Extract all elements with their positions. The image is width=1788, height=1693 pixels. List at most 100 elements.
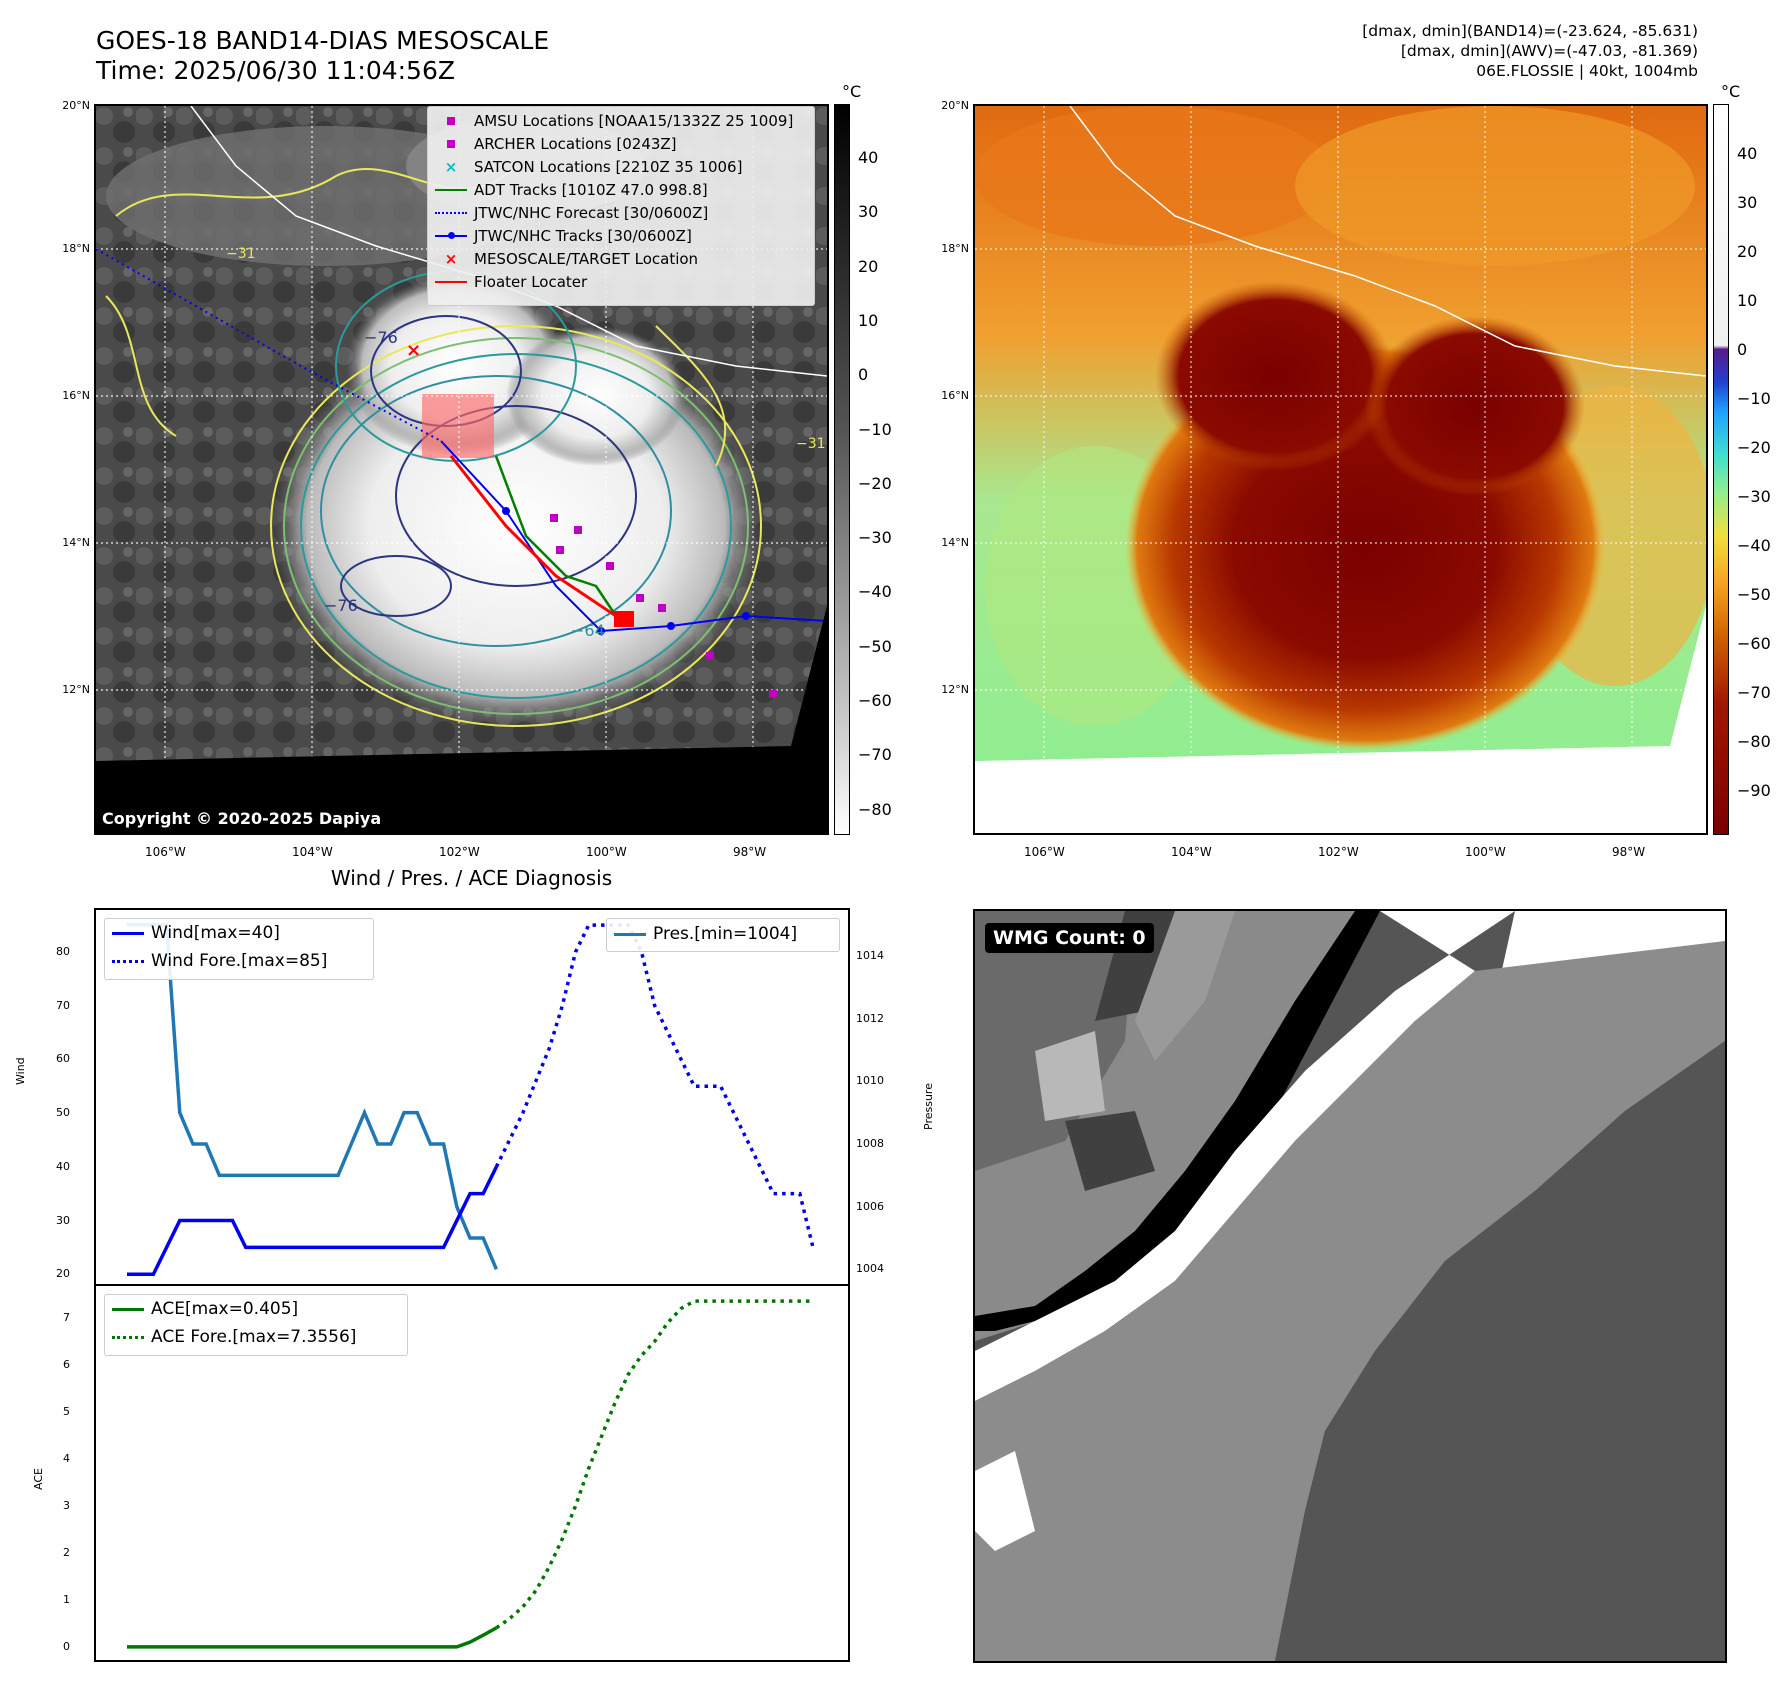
legend-wind-fore-label: Wind Fore.[max=85] bbox=[151, 951, 328, 971]
colorbar-tick: 20 bbox=[858, 256, 879, 276]
colorbar-tick: −30 bbox=[858, 528, 892, 548]
colorbar-awv bbox=[1713, 104, 1729, 835]
pressure-tick-label: 1004 bbox=[856, 1262, 884, 1276]
legend-row-floater: Floater Locater bbox=[428, 270, 814, 293]
wmg-count-label: WMG Count: 0 bbox=[985, 923, 1154, 953]
lon-label: 100°W bbox=[1465, 845, 1506, 859]
legend-pres-label: Pres.[min=1004] bbox=[653, 924, 798, 944]
colorbar-unit: °C bbox=[842, 82, 862, 101]
lat-label: 12°N bbox=[941, 683, 969, 696]
page-time: Time: 2025/06/30 11:04:56Z bbox=[96, 56, 455, 85]
ace-tick-label: 1 bbox=[63, 1592, 70, 1606]
awv-map-panel bbox=[973, 104, 1708, 835]
pressure-tick-label: 1012 bbox=[856, 1011, 884, 1025]
legend-label: ARCHER Locations [0243Z] bbox=[474, 134, 677, 153]
colorbar-tick: −20 bbox=[858, 473, 892, 493]
lat-label: 14°N bbox=[941, 536, 969, 549]
pressure-tick-label: 1014 bbox=[856, 949, 884, 962]
wind-tick-label: 40 bbox=[56, 1159, 70, 1173]
pressure-tick-label: 1010 bbox=[856, 1074, 884, 1088]
copyright-text: Copyright © 2020-2025 Dapiya bbox=[98, 808, 386, 829]
meta-awv: [dmax, dmin](AWV)=(-47.03, -81.369) bbox=[1400, 42, 1698, 60]
wind-tick-label: 20 bbox=[56, 1267, 70, 1281]
wind-tick-label: 30 bbox=[56, 1213, 70, 1227]
map-legend: AMSU Locations [NOAA15/1332Z 25 1009] AR… bbox=[427, 106, 815, 306]
colorbar-tick: −60 bbox=[858, 691, 892, 710]
colorbar-tick: −10 bbox=[858, 419, 892, 439]
pressure-tick-label: 1008 bbox=[856, 1137, 884, 1150]
colorbar-awv-tick: −50 bbox=[1737, 585, 1771, 604]
colorbar-awv-tick: −80 bbox=[1737, 732, 1771, 751]
colorbar-tick: 0 bbox=[858, 365, 869, 385]
lon-label: 98°W bbox=[733, 845, 767, 859]
colorbar-awv-tick: −30 bbox=[1737, 487, 1771, 506]
colorbar-awv-tick: 0 bbox=[1737, 340, 1748, 359]
lon-label: 98°W bbox=[1612, 845, 1646, 859]
ace-tick-label: 0 bbox=[63, 1639, 70, 1653]
wmg-panel: WMG Count: 0 bbox=[973, 909, 1727, 1663]
diagnosis-title: Wind / Pres. / ACE Diagnosis bbox=[330, 866, 613, 890]
meta-band14: [dmax, dmin](BAND14)=(-23.624, -85.631) bbox=[1362, 22, 1698, 40]
ace-tick-label: 6 bbox=[63, 1357, 70, 1371]
lon-label: 106°W bbox=[1024, 845, 1065, 859]
ace-tick-label: 3 bbox=[63, 1498, 70, 1512]
ace-series-line bbox=[127, 1626, 498, 1649]
lat-label: 18°N bbox=[941, 242, 969, 255]
lat-label: 12°N bbox=[62, 683, 90, 696]
legend-label: JTWC/NHC Tracks [30/0600Z] bbox=[474, 226, 692, 245]
pressure-tick-label: 1006 bbox=[856, 1199, 884, 1213]
contour-label: −64 bbox=[571, 621, 605, 640]
legend-row-amsu: AMSU Locations [NOAA15/1332Z 25 1009] bbox=[428, 109, 814, 132]
ace-forecast-series-line bbox=[495, 1299, 813, 1630]
lat-label: 18°N bbox=[62, 242, 90, 255]
contour-label: −76 bbox=[364, 328, 398, 347]
legend-wind-label: Wind[max=40] bbox=[151, 923, 280, 943]
colorbar-awv-tick: −40 bbox=[1737, 536, 1771, 555]
legend-row-satcon: × SATCON Locations [2210Z 35 1006] bbox=[444, 157, 743, 176]
legend-label: AMSU Locations [NOAA15/1332Z 25 1009] bbox=[474, 111, 794, 130]
legend-row-archer: ARCHER Locations [0243Z] bbox=[428, 132, 814, 155]
colorbar-gray bbox=[834, 104, 850, 835]
legend-row-forecast: JTWC/NHC Forecast [30/0600Z] bbox=[428, 201, 814, 224]
wind-axis-label: Wind bbox=[14, 1057, 27, 1085]
colorbar-awv-tick: −10 bbox=[1737, 389, 1771, 408]
contour-label: −31 bbox=[796, 436, 826, 452]
colorbar-awv-tick: −90 bbox=[1737, 781, 1771, 800]
colorbar-awv-tick: −20 bbox=[1737, 438, 1771, 457]
lon-label: 102°W bbox=[1318, 845, 1359, 859]
colorbar-tick: 30 bbox=[858, 202, 879, 222]
svg-text:×: × bbox=[406, 340, 421, 361]
ace-tick-label: 4 bbox=[63, 1451, 70, 1465]
colorbar-tick: 40 bbox=[858, 148, 879, 167]
pressure-legend: Pres.[min=1004] bbox=[606, 918, 840, 952]
wind-tick-label: 80 bbox=[56, 944, 70, 958]
pressure-axis-label: Pressure bbox=[922, 1083, 935, 1130]
colorbar-awv-tick: 40 bbox=[1737, 144, 1758, 163]
colorbar-awv-tick: −60 bbox=[1737, 634, 1771, 653]
lon-label: 102°W bbox=[439, 845, 480, 859]
contour-label: −76 bbox=[324, 596, 358, 615]
ace-tick-label: 5 bbox=[63, 1404, 70, 1418]
contour-label: −31 bbox=[226, 246, 256, 262]
legend-ace-fore-label: ACE Fore.[max=7.3556] bbox=[151, 1327, 357, 1347]
colorbar-awv-tick: 30 bbox=[1737, 193, 1758, 212]
colorbar-tick: −50 bbox=[858, 636, 892, 656]
lat-label: 14°N bbox=[62, 536, 90, 549]
lon-label: 106°W bbox=[145, 845, 186, 859]
wind-tick-label: 70 bbox=[56, 998, 70, 1012]
colorbar-tick: −80 bbox=[858, 799, 892, 819]
ace-tick-label: 7 bbox=[63, 1310, 70, 1324]
wind-tick-label: 50 bbox=[56, 1106, 70, 1120]
ir-map-panel: × −76 −76 −64 −31 −31 AMSU Locations [NO… bbox=[94, 104, 829, 835]
wmg-image bbox=[975, 911, 1725, 1661]
legend-ace-label: ACE[max=0.405] bbox=[151, 1299, 299, 1319]
colorbar-awv-tick: 10 bbox=[1737, 291, 1758, 310]
ace-axis-label: ACE bbox=[32, 1468, 45, 1490]
lat-label: 20°N bbox=[941, 99, 969, 112]
lon-label: 104°W bbox=[292, 845, 333, 859]
colorbar-tick: 10 bbox=[858, 310, 879, 330]
legend-label: MESOSCALE/TARGET Location bbox=[474, 249, 699, 268]
legend-label: Floater Locater bbox=[474, 272, 588, 291]
lat-label: 20°N bbox=[62, 99, 90, 112]
lon-label: 104°W bbox=[1171, 845, 1212, 859]
